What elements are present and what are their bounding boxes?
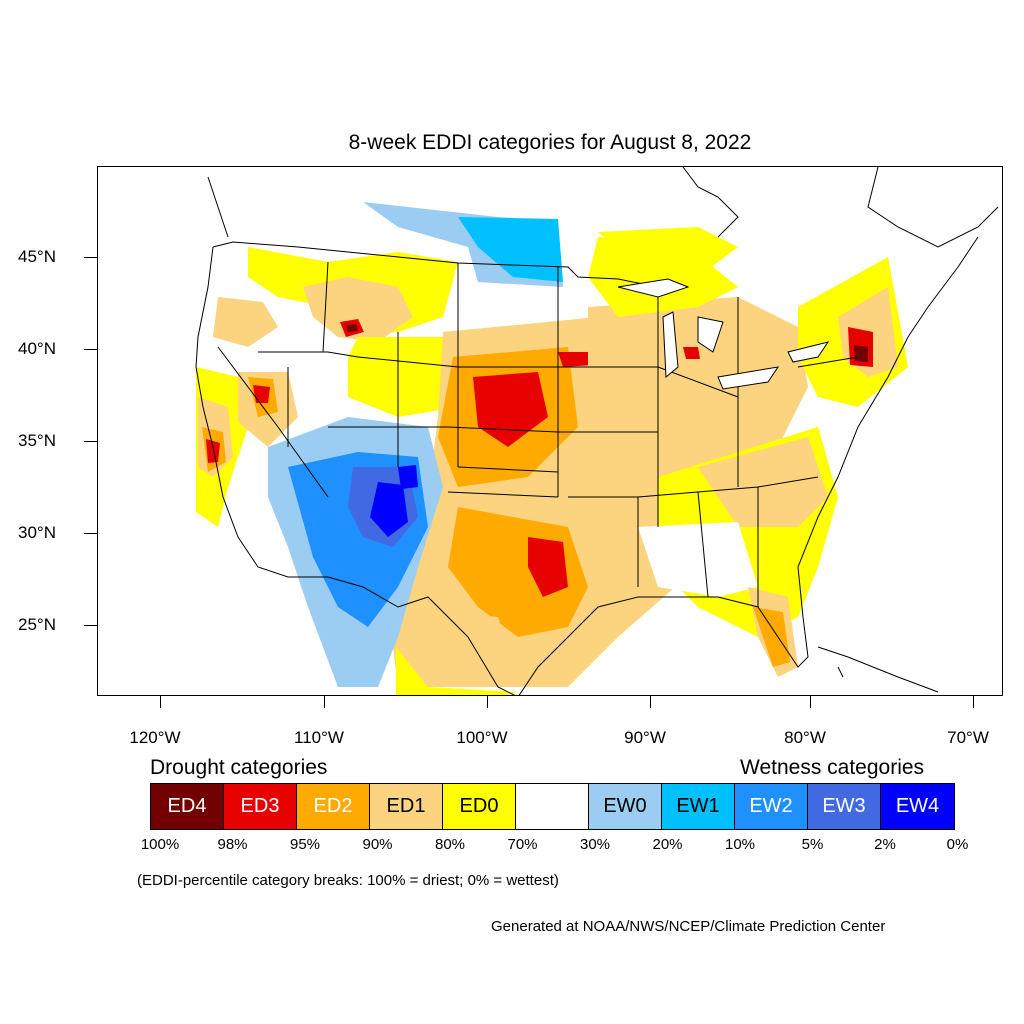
legend-cell: ED1 [370,784,443,829]
region-ed1-southeast [698,437,828,527]
eddi-map [97,166,1003,696]
region-ed2-florida [753,607,790,667]
legend-cell: ED0 [443,784,516,829]
latitude-tick [84,625,97,626]
percentile-label: 70% [507,836,538,853]
region-ed3-iowa [558,352,593,367]
percentile-label: 95% [289,836,321,853]
longitude-label: 90°W [624,728,666,747]
region-ed0-ontario [598,227,738,277]
legend-cell: ED4 [151,784,224,829]
wetness-heading: Wetness categories [740,756,925,779]
latitude-label: 45°N [18,247,56,266]
latitude-label: 30°N [18,523,56,542]
category-note: (EDDI-percentile category breaks: 100% =… [137,872,559,889]
boundary-lines [195,236,979,695]
region-ed4-idaho [346,324,358,332]
longitude-tick [487,696,488,708]
legend-cell: EW4 [881,784,954,829]
region-ed4-northeast [854,345,868,362]
region-ed0-wyoming [348,337,458,417]
legend-cell [516,784,589,829]
region-ed3-nevada [253,385,270,403]
longitude-label: 80°W [784,728,826,747]
caribbean-islands [817,646,939,693]
region-ed0-south-texas [396,647,518,695]
latitude-label: 40°N [18,339,56,358]
region-ew4-colorado [398,465,418,489]
longitude-tick [324,696,325,708]
percentile-label: 80% [434,836,466,853]
percentile-label: 2% [874,836,896,853]
latitude-tick [84,441,97,442]
longitude-tick [810,696,811,708]
percentile-label: 100% [140,836,180,853]
longitude-label: 100°W [456,728,508,747]
longitude-tick [650,696,651,708]
map-canvas [195,167,999,695]
region-ed1-montana [303,277,413,342]
drought-heading: Drought categories [150,756,328,779]
longitude-label: 110°W [294,728,344,747]
latitude-tick [84,533,97,534]
region-ed3-texas [528,537,568,597]
canada-coast [207,167,999,248]
region-ew4-newmexico [370,482,408,537]
legend-cell: EW2 [735,784,808,829]
longitude-tick [973,696,974,708]
percentile-label: 30% [579,836,611,853]
region-ed3-nebraska [473,372,548,447]
longitude-label: 70°W [947,728,989,747]
percentile-label: 10% [724,836,756,853]
percentile-label: 5% [801,836,824,853]
legend-cell: ED3 [224,784,297,829]
legend-cell: EW3 [808,784,881,829]
legend-cell: ED2 [297,784,370,829]
percentile-label: 90% [362,836,393,853]
legend-cell: EW1 [662,784,735,829]
region-ed3-michigan [683,347,700,359]
region-normal-alabama [638,522,758,597]
great-lakes [617,278,830,390]
latitude-tick [84,257,97,258]
region-ed1-oregon [213,297,278,347]
region-ed1-south-texas [398,607,518,687]
legend-bar: ED4 ED3 ED2 ED1 ED0 EW0 EW1 EW2 EW3 EW4 [150,783,955,830]
longitude-tick [160,696,161,708]
region-ed2-texas [448,507,588,637]
percentile-label: 0% [946,836,969,853]
region-ed3-california [206,439,220,463]
latitude-label: 25°N [18,615,56,634]
percentile-label: 20% [652,836,683,853]
percentile-label: 98% [217,836,248,853]
longitude-label: 120°W [129,728,181,747]
latitude-label: 35°N [18,431,56,450]
map-title: 8-week EDDI categories for August 8, 202… [348,131,752,154]
credit-text: Generated at NOAA/NWS/NCEP/Climate Predi… [491,918,886,935]
legend-cell: EW0 [589,784,662,829]
latitude-tick [84,349,97,350]
